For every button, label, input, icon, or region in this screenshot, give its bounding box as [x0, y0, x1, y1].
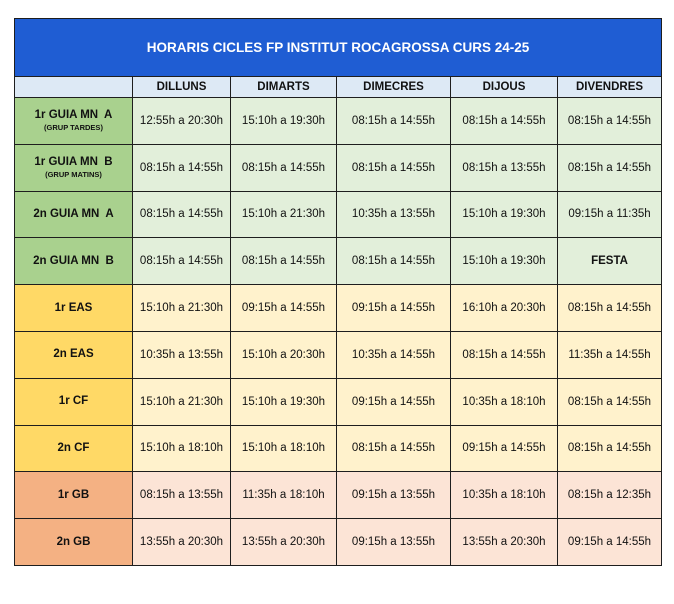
schedule-cell: 08:15h a 14:55h [557, 97, 662, 145]
schedule-cell: 09:15h a 13:55h [336, 518, 451, 566]
schedule-cell: 08:15h a 14:55h [450, 330, 558, 379]
schedule-cell: 15:10h a 19:30h [230, 97, 337, 145]
table-row: 2n CF 15:10h a 18:10h 15:10h a 18:10h 08:15… [14, 424, 662, 473]
schedule-cell: 08:15h a 14:55h [336, 97, 451, 145]
schedule-cell: 08:15h a 14:55h [132, 143, 231, 192]
schedule-cell: 08:15h a 14:55h [230, 237, 337, 286]
schedule-cell: 15:10h a 18:10h [230, 424, 337, 473]
course-name: 2n GUIA MN B [33, 254, 114, 267]
course-name: 2n CF [57, 441, 90, 454]
schedule-cell: 12:55h a 20:30h [132, 97, 231, 145]
schedule-cell: 15:10h a 20:30h [230, 330, 337, 379]
schedule-cell: 15:10h a 21:30h [132, 284, 231, 332]
schedule-cell: 09:15h a 13:55h [336, 471, 451, 520]
schedule-cell: 10:35h a 13:55h [336, 190, 451, 239]
schedule-cell: 08:15h a 14:55h [336, 143, 451, 192]
schedule-cell: 08:15h a 13:55h [132, 471, 231, 520]
day-header-tuesday: DIMARTS [230, 76, 337, 98]
table-row: 1r GUIA MN A (GRUP TARDES) 12:55h a 20:30h… [14, 97, 662, 145]
table-row: 1r CF 15:10h a 21:30h 15:10h a 19:30h 09:15… [14, 377, 662, 426]
schedule-cell: 08:15h a 14:55h [336, 424, 451, 473]
schedule-cell: 09:15h a 14:55h [336, 284, 451, 332]
course-label-cell: 2n GUIA MN A [14, 190, 133, 239]
schedule-cell: 11:35h a 18:10h [230, 471, 337, 520]
table-row: 1r EAS 15:10h a 21:30h 09:15h a 14:55h 09:1… [14, 284, 662, 332]
schedule-cell: 09:15h a 14:55h [557, 518, 662, 566]
day-header-thursday: DIJOUS [450, 76, 558, 98]
table-title: HORARIS CICLES FP INSTITUT ROCAGROSSA CU… [14, 18, 662, 77]
schedule-cell: 10:35h a 13:55h [132, 330, 231, 379]
schedule-cell: 15:10h a 21:30h [230, 190, 337, 239]
schedule-cell: 08:15h a 14:55h [557, 284, 662, 332]
course-name: 1r GUIA MN A [34, 109, 113, 122]
course-name: 2n EAS [53, 348, 94, 361]
title-row: HORARIS CICLES FP INSTITUT ROCAGROSSA CU… [14, 18, 662, 77]
schedule-cell: 15:10h a 21:30h [132, 377, 231, 426]
table-row: 2n GUIA MN A 08:15h a 14:55h 15:10h a 21:3… [14, 190, 662, 239]
course-label-cell: 2n CF [14, 424, 133, 473]
schedule-cell: 08:15h a 14:55h [557, 143, 662, 192]
day-header-wednesday: DIMECRES [336, 76, 451, 98]
day-header-friday: DIVENDRES [557, 76, 662, 98]
course-label-cell: 1r GUIA MN B (GRUP MATINS) [14, 143, 133, 192]
schedule-cell: 08:15h a 14:55h [557, 377, 662, 426]
schedule-cell: 13:55h a 20:30h [132, 518, 231, 566]
course-group-note: (GRUP TARDES) [44, 123, 103, 133]
schedule-cell: FESTA [557, 237, 662, 286]
course-label-cell: 1r CF [14, 377, 133, 426]
schedule-cell: 13:55h a 20:30h [230, 518, 337, 566]
table-row: 1r GUIA MN B (GRUP MATINS) 08:15h a 14:55h… [14, 143, 662, 192]
course-name: 2n GUIA MN A [33, 207, 114, 220]
schedule-table: HORARIS CICLES FP INSTITUT ROCAGROSSA CU… [14, 18, 662, 566]
schedule-cell: 09:15h a 14:55h [336, 377, 451, 426]
schedule-cell: 08:15h a 14:55h [450, 97, 558, 145]
corner-cell [14, 76, 133, 98]
schedule-cell: 10:35h a 18:10h [450, 377, 558, 426]
schedule-cell: 08:15h a 13:55h [450, 143, 558, 192]
course-label-cell: 2n GB [14, 518, 133, 566]
schedule-cell: 08:15h a 14:55h [230, 143, 337, 192]
course-label-cell: 1r GB [14, 471, 133, 520]
schedule-cell: 10:35h a 18:10h [450, 471, 558, 520]
schedule-cell: 16:10h a 20:30h [450, 284, 558, 332]
schedule-cell: 10:35h a 14:55h [336, 330, 451, 379]
course-name: 1r CF [58, 395, 89, 408]
schedule-sheet: HORARIS CICLES FP INSTITUT ROCAGROSSA CU… [14, 18, 662, 566]
schedule-cell: 15:10h a 19:30h [230, 377, 337, 426]
schedule-cell: 09:15h a 14:55h [450, 424, 558, 473]
schedule-cell: 08:15h a 14:55h [132, 190, 231, 239]
day-header-monday: DILLUNS [132, 76, 231, 98]
schedule-cell: 09:15h a 11:35h [557, 190, 662, 239]
schedule-cell: 08:15h a 14:55h [336, 237, 451, 286]
days-header-row: DILLUNS DIMARTS DIMECRES DIJOUS DIVENDRE… [14, 76, 662, 98]
course-name: 2n GB [56, 535, 91, 548]
course-name: 1r GB [57, 488, 90, 501]
schedule-cell: 08:15h a 14:55h [132, 237, 231, 286]
schedule-cell: 13:55h a 20:30h [450, 518, 558, 566]
schedule-cell: 08:15h a 12:35h [557, 471, 662, 520]
course-label-cell: 1r EAS [14, 284, 133, 332]
course-label-cell: 2n EAS [14, 330, 133, 379]
table-row: 2n EAS 10:35h a 13:55h 15:10h a 20:30h 10:3… [14, 330, 662, 379]
table-row: 2n GUIA MN B 08:15h a 14:55h 08:15h a 14:5… [14, 237, 662, 286]
course-group-note: (GRUP MATINS) [45, 170, 102, 180]
course-label-cell: 2n GUIA MN B [14, 237, 133, 286]
schedule-cell: 15:10h a 19:30h [450, 190, 558, 239]
course-name: 1r EAS [54, 301, 93, 314]
table-row: 1r GB 08:15h a 13:55h 11:35h a 18:10h 09:15… [14, 471, 662, 520]
schedule-cell: 11:35h a 14:55h [557, 330, 662, 379]
schedule-cell: 15:10h a 18:10h [132, 424, 231, 473]
course-label-cell: 1r GUIA MN A (GRUP TARDES) [14, 97, 133, 145]
table-row: 2n GB 13:55h a 20:30h 13:55h a 20:30h 09:15… [14, 518, 662, 566]
course-name: 1r GUIA MN B [34, 156, 113, 169]
schedule-cell: 09:15h a 14:55h [230, 284, 337, 332]
schedule-cell: 15:10h a 19:30h [450, 237, 558, 286]
schedule-cell: 08:15h a 14:55h [557, 424, 662, 473]
